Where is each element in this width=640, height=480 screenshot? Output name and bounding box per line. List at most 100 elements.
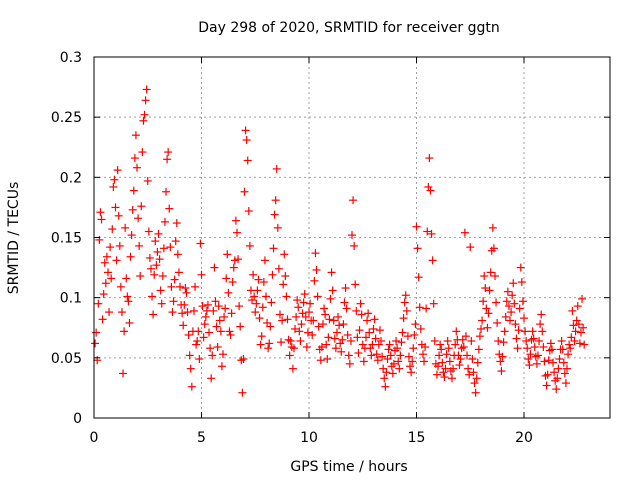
data-point [280,250,289,259]
data-point [153,247,162,256]
data-point [297,320,306,329]
data-point [286,336,295,345]
data-point [162,187,171,196]
data-point [464,364,473,373]
data-point [292,312,301,321]
data-point [523,344,532,353]
data-point [445,357,454,366]
data-point [117,308,126,317]
data-point [302,343,311,352]
data-point [317,343,326,352]
data-point [438,358,447,367]
data-point [274,264,283,273]
data-point [234,255,243,264]
data-point [236,322,245,331]
data-point [209,306,218,315]
data-point [135,241,144,250]
data-point [245,241,254,250]
data-point [485,286,494,295]
data-point [321,310,330,319]
data-point [482,304,491,313]
data-point [479,297,488,306]
data-point [195,355,204,364]
data-point [436,340,445,349]
data-point [421,343,430,352]
data-point [310,276,319,285]
data-point [394,357,403,366]
data-point [477,324,485,333]
data-point [337,347,346,356]
data-point [113,166,122,175]
data-point [409,344,418,353]
data-point [320,304,329,313]
data-point [229,263,238,272]
data-point [194,327,203,336]
data-point [331,344,340,353]
data-point [429,299,438,308]
data-point [295,327,304,336]
data-point [528,327,537,336]
grid-lines [94,57,610,418]
data-point [543,370,552,379]
data-point [102,252,111,261]
data-point [342,304,351,313]
data-point [467,336,476,345]
data-point [111,203,120,212]
data-point [268,270,277,279]
x-tick-label: 15 [408,430,426,446]
data-point [553,374,562,383]
data-point [97,215,106,224]
data-point [356,299,365,308]
data-point [423,227,432,236]
data-point [134,214,143,223]
data-point [397,338,406,347]
data-point [361,333,370,342]
data-point [158,272,167,281]
data-point [578,294,587,303]
data-point [507,308,516,317]
data-point [305,308,313,317]
data-point [291,324,300,333]
data-point [425,154,434,163]
y-tick-label: 0.05 [51,351,82,367]
data-point [404,352,413,361]
data-point [207,374,216,383]
data-point [385,340,394,349]
data-point [554,364,563,373]
y-tick-label: 0.3 [60,50,82,66]
data-point [518,297,527,306]
data-point [440,373,449,382]
data-point [99,290,108,299]
data-point [341,284,350,293]
data-point [262,292,270,301]
data-point [140,110,149,119]
data-point [375,326,384,335]
data-point [508,291,517,300]
data-point [503,287,512,296]
data-point [244,207,253,216]
data-point [349,196,358,205]
data-point [575,339,584,348]
data-point [226,330,235,339]
data-point [214,302,223,311]
data-point [568,306,577,315]
data-point [150,270,159,279]
data-point [254,275,263,284]
data-point [327,268,336,277]
data-point [382,368,391,377]
data-point [370,315,379,324]
data-point [138,148,147,157]
data-point [197,270,206,279]
data-point [468,355,477,364]
data-point [529,334,538,343]
data-point [403,332,412,341]
data-point [198,302,207,311]
data-point [200,320,209,329]
data-point [176,282,184,291]
data-point [324,333,333,342]
data-point [156,286,165,295]
x-axis-label: GPS time / hours [290,459,407,475]
data-point [414,273,423,282]
data-point [143,176,152,185]
data-point [257,332,266,341]
